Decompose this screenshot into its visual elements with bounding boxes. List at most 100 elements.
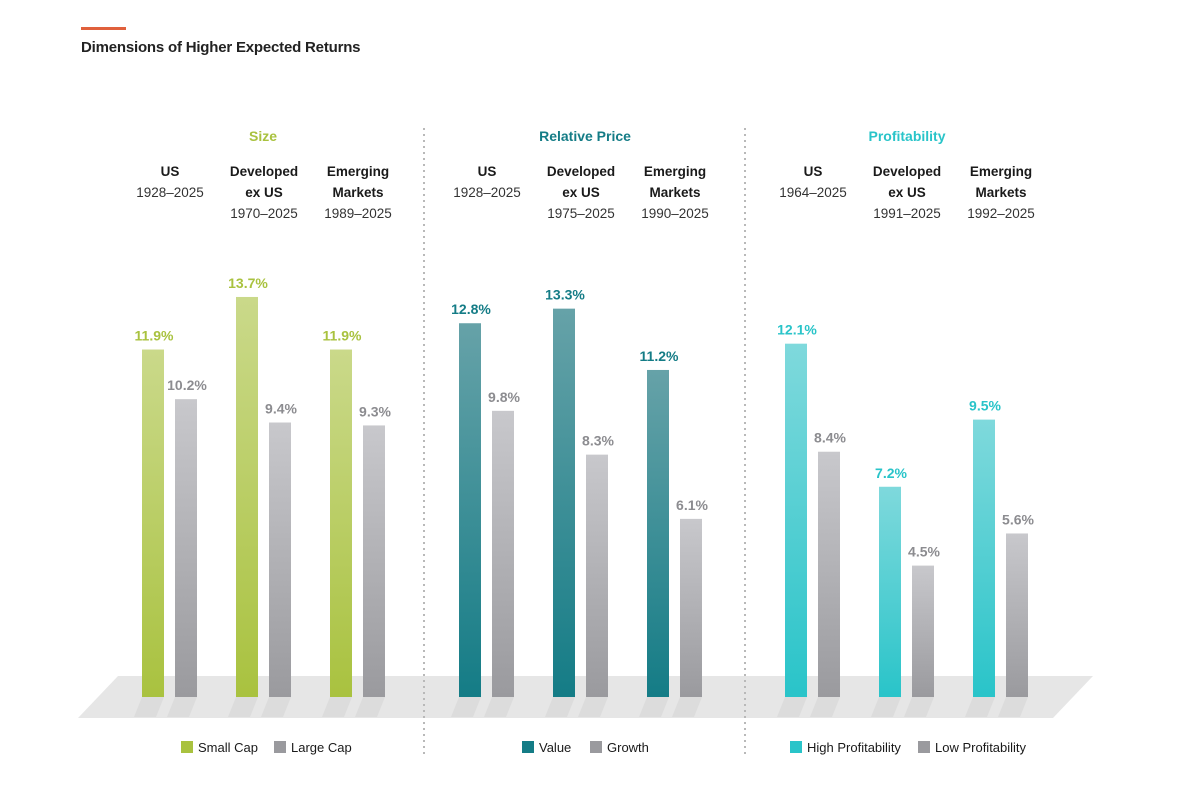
market-name-line1: Emerging	[644, 164, 706, 179]
bar-shadow	[484, 697, 514, 717]
market-period: 1928–2025	[453, 185, 521, 200]
bar-shadow	[228, 697, 258, 717]
bar-gray	[586, 454, 608, 697]
bar-shadow	[545, 697, 575, 717]
bar-gray	[269, 422, 291, 697]
legend-relative_price: Value Growth	[522, 740, 649, 755]
bar-value-label: 7.2%	[875, 465, 907, 481]
bar-gray	[1006, 533, 1028, 697]
bar-value-label: 11.2%	[640, 348, 679, 364]
market-period: 1990–2025	[641, 206, 709, 221]
bar-relative_price	[459, 323, 481, 697]
bar-shadow	[904, 697, 934, 717]
bar-shadow	[355, 697, 385, 717]
bar-gray	[175, 399, 197, 697]
bar-gray	[492, 410, 514, 697]
bar-value-label: 9.5%	[969, 398, 1001, 414]
bar-value-label: 12.1%	[777, 322, 817, 338]
market-name-line1: Developed	[547, 164, 615, 179]
bar-relative_price	[647, 369, 669, 697]
legend-swatch	[522, 741, 534, 753]
bar-profitability	[973, 419, 995, 697]
bar-shadow	[134, 697, 164, 717]
legends: Small Cap Large Cap Value Growth High Profit…	[181, 740, 1027, 755]
group-title-relative_price: Relative Price	[539, 128, 631, 144]
bar-shadow	[451, 697, 481, 717]
legend-swatch	[590, 741, 602, 753]
bar-size	[330, 349, 352, 697]
market-period: 1992–2025	[967, 206, 1035, 221]
market-period: 1964–2025	[779, 185, 847, 200]
bar-shadow	[965, 697, 995, 717]
bar-value-label: 8.3%	[582, 433, 614, 449]
bar-relative_price	[553, 308, 575, 697]
bar-shadow	[578, 697, 608, 717]
bar-shadow	[777, 697, 807, 717]
bar-value-label: 4.5%	[908, 544, 940, 560]
bar-value-label: 8.4%	[814, 430, 846, 446]
market-name-line1: Emerging	[970, 164, 1032, 179]
market-name-line1: US	[804, 164, 823, 179]
legend-label: Value	[539, 740, 571, 755]
market-name-line1: US	[478, 164, 497, 179]
market-name-line2: ex US	[888, 185, 926, 200]
market-period: 1928–2025	[136, 185, 204, 200]
legend-swatch	[790, 741, 802, 753]
title-accent-line	[81, 27, 126, 30]
bar-value-label: 13.3%	[545, 287, 585, 303]
bar-value-label: 12.8%	[451, 301, 491, 317]
bar-value-label: 10.2%	[167, 377, 207, 393]
legend-swatch	[918, 741, 930, 753]
market-name-line2: Markets	[975, 185, 1026, 200]
bar-gray	[363, 425, 385, 697]
bars: 11.9% 10.2% 13.7% 9.4% 11.9% 9.3% 12.8% 9.8% 13.…	[134, 275, 1035, 717]
market-name-line2: Markets	[649, 185, 700, 200]
bar-gray	[912, 565, 934, 697]
legend-profitability: High Profitability Low Profitability	[790, 740, 1027, 755]
bar-value-label: 13.7%	[228, 275, 268, 291]
bar-value-label: 9.3%	[359, 403, 391, 419]
bar-shadow	[261, 697, 291, 717]
market-name-line1: US	[161, 164, 180, 179]
bar-value-label: 11.9%	[323, 328, 362, 344]
bar-gray	[818, 451, 840, 697]
bar-profitability	[785, 343, 807, 697]
legend-swatch	[274, 741, 286, 753]
legend-label: Small Cap	[198, 740, 258, 755]
market-name-line1: Emerging	[327, 164, 389, 179]
bar-shadow	[998, 697, 1028, 717]
bar-shadow	[810, 697, 840, 717]
legend-size: Small Cap Large Cap	[181, 740, 352, 755]
bar-shadow	[167, 697, 197, 717]
market-name-line1: Developed	[230, 164, 298, 179]
bar-value-label: 11.9%	[135, 328, 174, 344]
group-title-profitability: Profitability	[868, 128, 945, 144]
bar-shadow	[322, 697, 352, 717]
market-name-line2: Markets	[332, 185, 383, 200]
bar-profitability	[879, 486, 901, 697]
legend-label: Large Cap	[291, 740, 352, 755]
bar-size	[236, 296, 258, 697]
bar-shadow	[871, 697, 901, 717]
market-period: 1975–2025	[547, 206, 615, 221]
group-headers: Size US 1928–2025 Developed ex US 1970–2025 Em…	[136, 128, 1035, 221]
bar-value-label: 5.6%	[1002, 511, 1034, 527]
bar-shadow	[639, 697, 669, 717]
market-name-line2: ex US	[245, 185, 283, 200]
market-period: 1989–2025	[324, 206, 392, 221]
market-name-line1: Developed	[873, 164, 941, 179]
market-period: 1991–2025	[873, 206, 941, 221]
bar-value-label: 6.1%	[676, 497, 708, 513]
bar-shadow	[672, 697, 702, 717]
group-title-size: Size	[249, 128, 277, 144]
bar-gray	[680, 518, 702, 697]
bar-value-label: 9.8%	[488, 389, 520, 405]
market-name-line2: ex US	[562, 185, 600, 200]
bar-value-label: 9.4%	[265, 401, 297, 417]
market-period: 1970–2025	[230, 206, 298, 221]
legend-label: High Profitability	[807, 740, 901, 755]
legend-label: Low Profitability	[935, 740, 1027, 755]
legend-swatch	[181, 741, 193, 753]
chart-title: Dimensions of Higher Expected Returns	[81, 39, 361, 56]
